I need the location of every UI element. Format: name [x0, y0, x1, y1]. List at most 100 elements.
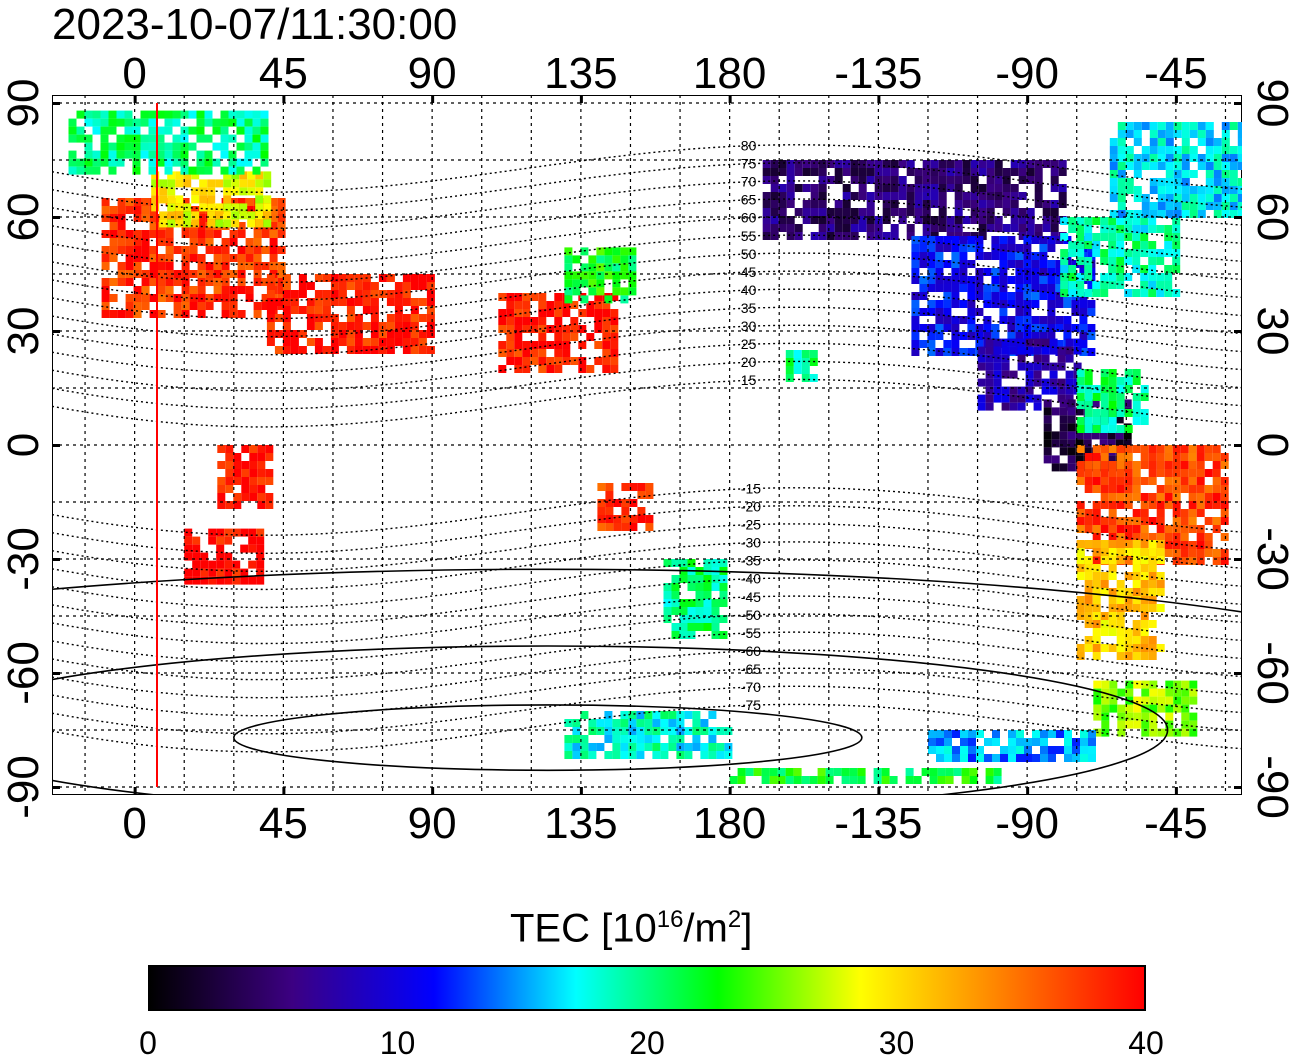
tec-cell — [938, 176, 947, 184]
tec-cell — [1140, 241, 1149, 249]
tec-cell — [1157, 162, 1166, 170]
tec-cell — [1067, 455, 1076, 464]
tec-cell — [554, 333, 563, 341]
tec-cell — [1108, 485, 1117, 493]
tec-cell — [660, 711, 669, 719]
tec-cell — [999, 284, 1008, 292]
tec-cell — [1196, 549, 1205, 557]
tec-cell — [1237, 210, 1242, 218]
tec-cell — [1125, 704, 1134, 713]
tec-cell — [1165, 194, 1174, 202]
tec-cell — [818, 184, 827, 192]
tec-cell — [679, 559, 688, 567]
tec-cell — [1132, 572, 1141, 580]
tec-cell — [260, 150, 269, 159]
tec-cell — [1181, 688, 1190, 697]
tec-cell — [1165, 162, 1174, 170]
frame-tick — [52, 672, 60, 675]
tec-cell — [255, 203, 264, 212]
tec-cell — [1076, 289, 1085, 297]
tec-cell — [1117, 688, 1126, 697]
tec-cell — [724, 727, 733, 735]
tec-cell — [975, 308, 984, 316]
tec-cell — [1181, 680, 1190, 689]
tec-cell — [1212, 469, 1221, 477]
tec-cell — [652, 751, 661, 759]
tec-cell — [84, 134, 93, 143]
tec-cell — [628, 287, 637, 296]
tec-cell — [1181, 170, 1190, 178]
tec-cell — [1189, 130, 1198, 138]
tec-cell — [711, 607, 720, 615]
tec-cell — [223, 219, 232, 228]
tec-cell — [1180, 533, 1189, 541]
tec-cell — [1117, 178, 1126, 186]
tec-cell — [1149, 178, 1158, 186]
tec-cell — [1073, 338, 1082, 347]
tec-map: 8075706560555045403530252015-15-20-25-30… — [52, 95, 1242, 795]
tec-cell — [1007, 332, 1016, 340]
tec-cell — [1076, 517, 1085, 525]
tec-cell — [1124, 652, 1133, 660]
tec-cell — [866, 176, 875, 184]
tec-cell — [1188, 549, 1197, 557]
tec-cell — [522, 357, 531, 365]
tec-cell — [833, 768, 842, 776]
tec-cell — [223, 171, 232, 180]
tec-cell — [1087, 284, 1096, 292]
tec-cell — [620, 743, 629, 751]
tec-cell — [570, 325, 579, 333]
tec-cell — [842, 200, 851, 208]
tec-cell — [1180, 461, 1189, 469]
tec-cell — [628, 263, 637, 272]
tec-cell — [1079, 308, 1088, 316]
tec-cell — [1140, 509, 1149, 517]
tec-cell — [322, 306, 331, 314]
tec-cell — [1156, 273, 1165, 281]
tec-cell — [604, 711, 613, 719]
tec-cell — [1205, 122, 1214, 130]
contour-label: -15 — [741, 481, 761, 497]
tec-cell — [975, 292, 984, 300]
tec-cell — [1181, 720, 1190, 729]
tec-cell — [338, 274, 347, 282]
tec-cell — [231, 219, 240, 228]
tec-cell — [354, 338, 363, 346]
tec-cell — [810, 184, 819, 192]
tec-cell — [231, 187, 240, 196]
tec-cell — [597, 507, 606, 515]
top-lon-label: -135 — [834, 49, 923, 98]
tec-cell — [1108, 644, 1117, 652]
contour-label: 50 — [741, 246, 757, 262]
tec-cell — [1148, 620, 1157, 628]
tec-cell — [1132, 588, 1141, 596]
tec-cell — [1132, 652, 1141, 660]
tec-cell — [935, 260, 944, 268]
tec-cell — [1181, 178, 1190, 186]
tec-cell — [133, 302, 142, 310]
tec-cell — [984, 754, 992, 762]
tec-cell — [983, 300, 992, 308]
tec-cell — [684, 711, 693, 719]
tec-cell — [1149, 680, 1158, 689]
tec-cell — [148, 110, 157, 119]
tec-cell — [983, 284, 992, 292]
tec-cell — [906, 232, 915, 240]
tec-cell — [175, 211, 184, 220]
tec-cell — [1100, 572, 1109, 580]
tec-cell — [1157, 688, 1166, 697]
tec-cell — [628, 711, 637, 719]
tec-cell — [1108, 257, 1117, 265]
tec-cell — [1076, 540, 1085, 548]
tec-cell — [1092, 241, 1101, 249]
tec-cell — [1180, 541, 1189, 549]
tec-cell — [546, 365, 555, 373]
tec-cell — [1026, 224, 1035, 232]
tec-cell — [1156, 533, 1165, 541]
tec-cell — [794, 184, 803, 192]
tec-cell — [786, 184, 795, 192]
frame-tick — [1234, 330, 1242, 333]
tec-cell — [1165, 146, 1174, 154]
right-lat-label: -90 — [1248, 755, 1294, 819]
tec-cell — [1148, 289, 1157, 297]
